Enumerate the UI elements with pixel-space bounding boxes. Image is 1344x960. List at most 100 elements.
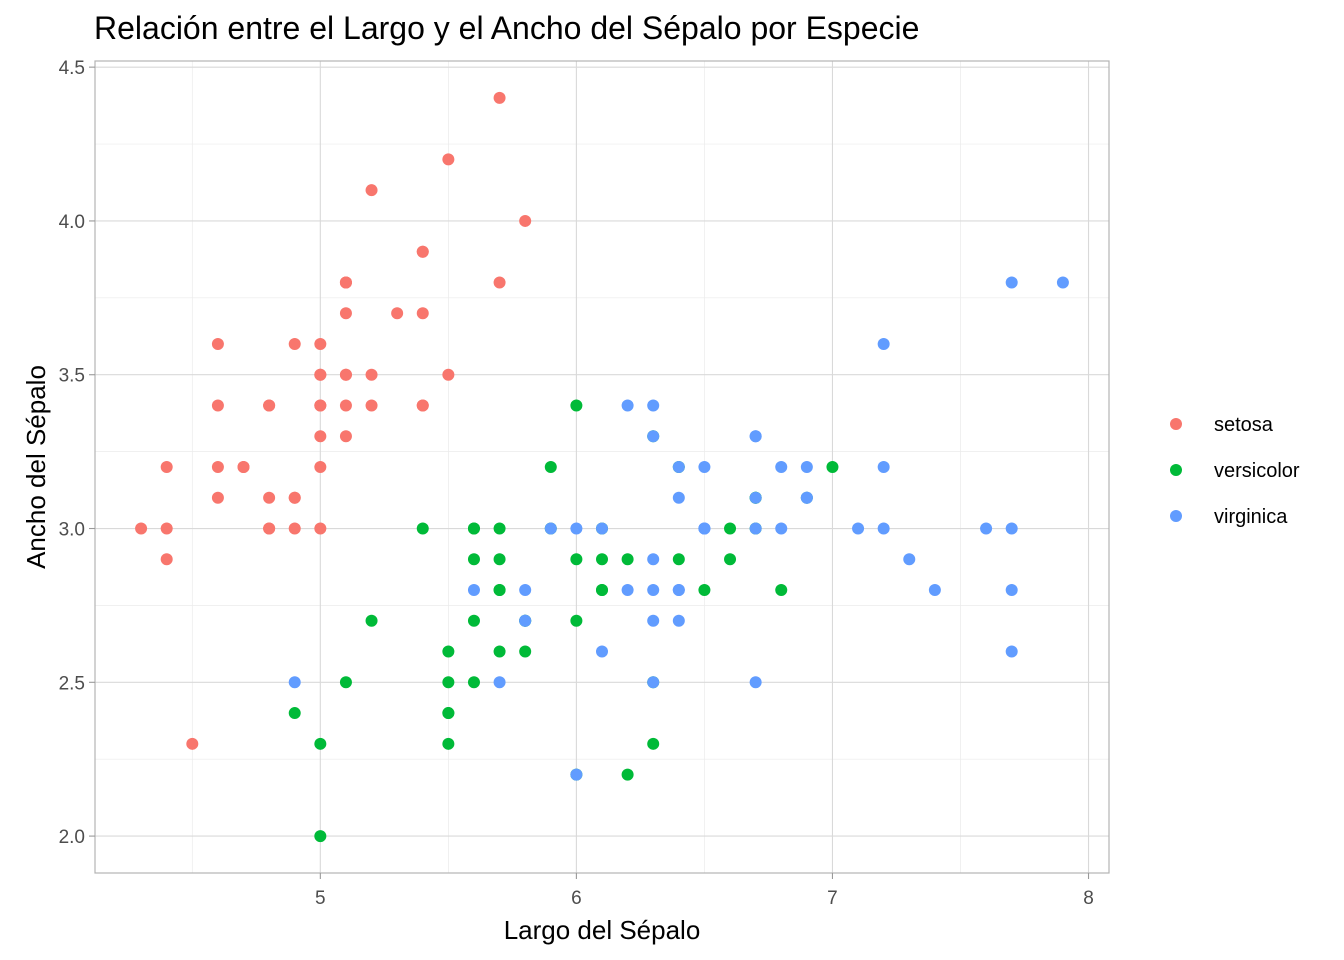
data-point-setosa	[493, 91, 506, 104]
axis-ticks: 5 6 7 8 2.0 2.5 3.0 3.5 4.0 4.5	[59, 58, 1094, 909]
data-point-versicolor	[826, 461, 839, 473]
data-point-virginica	[288, 676, 301, 689]
data-point-versicolor	[596, 584, 608, 597]
data-point-virginica	[570, 522, 583, 535]
data-point-setosa	[339, 399, 352, 412]
data-point-setosa	[416, 307, 429, 320]
grid	[95, 61, 1109, 873]
data-point-virginica	[493, 676, 506, 689]
plot-panel	[94, 60, 1110, 874]
data-point-virginica	[928, 584, 941, 597]
data-point-versicolor	[493, 522, 506, 535]
y-tick-label: 4.0	[59, 212, 85, 233]
data-point-setosa	[339, 307, 352, 320]
data-point-virginica	[467, 584, 480, 597]
data-point-versicolor	[339, 676, 352, 689]
data-point-setosa	[442, 153, 455, 166]
data-point-virginica	[596, 522, 608, 535]
data-point-virginica	[698, 522, 711, 535]
legend-label-versicolor: versicolor	[1214, 460, 1300, 482]
data-point-virginica	[647, 614, 660, 627]
data-point-versicolor	[570, 614, 583, 627]
data-point-virginica	[800, 491, 813, 504]
x-tick-label: 6	[571, 888, 582, 909]
data-point-virginica	[749, 676, 762, 689]
y-axis-title: Ancho del Sépalo	[21, 365, 51, 569]
data-point-setosa	[211, 461, 224, 473]
data-point-versicolor	[442, 707, 455, 720]
data-point-setosa	[339, 276, 352, 289]
data-point-setosa	[263, 399, 276, 412]
data-point-virginica	[877, 522, 890, 535]
data-point-virginica	[544, 522, 557, 535]
data-point-setosa	[314, 430, 327, 443]
data-point-virginica	[775, 522, 788, 535]
data-point-setosa	[442, 368, 455, 381]
data-point-setosa	[160, 461, 173, 473]
data-point-setosa	[211, 399, 224, 412]
data-point-setosa	[314, 337, 327, 350]
data-point-setosa	[365, 368, 378, 381]
data-point-setosa	[288, 337, 301, 350]
data-point-versicolor	[724, 522, 737, 535]
data-point-setosa	[314, 399, 327, 412]
data-point-virginica	[1056, 276, 1069, 289]
data-point-versicolor	[570, 399, 583, 412]
data-point-virginica	[1005, 522, 1018, 535]
y-tick-label: 3.5	[59, 366, 85, 387]
data-point-virginica	[749, 430, 762, 443]
data-point-virginica	[1005, 584, 1018, 597]
data-point-virginica	[980, 522, 993, 535]
y-tick-label: 2.5	[59, 673, 85, 694]
data-point-virginica	[647, 430, 660, 443]
data-point-versicolor	[621, 768, 634, 781]
data-point-versicolor	[621, 553, 634, 566]
data-point-virginica	[852, 522, 865, 535]
data-point-setosa	[493, 276, 506, 289]
data-point-versicolor	[724, 553, 737, 566]
data-point-setosa	[288, 491, 301, 504]
data-point-versicolor	[698, 584, 711, 597]
y-tick-label: 2.0	[59, 827, 85, 848]
data-point-virginica	[519, 614, 532, 627]
data-point-versicolor	[570, 553, 583, 566]
data-point-virginica	[775, 461, 788, 473]
data-point-setosa	[339, 430, 352, 443]
data-point-setosa	[237, 461, 250, 473]
data-point-setosa	[160, 553, 173, 566]
legend-label-virginica: virginica	[1214, 506, 1288, 528]
data-point-versicolor	[519, 645, 532, 658]
data-point-virginica	[877, 337, 890, 350]
data-point-virginica	[647, 584, 660, 597]
data-point-setosa	[365, 399, 378, 412]
data-point-virginica	[672, 491, 685, 504]
y-tick-label: 4.5	[59, 58, 85, 79]
data-point-versicolor	[493, 553, 506, 566]
data-point-versicolor	[442, 737, 455, 750]
data-point-setosa	[314, 522, 327, 535]
data-point-setosa	[416, 245, 429, 258]
data-point-setosa	[314, 368, 327, 381]
data-point-virginica	[672, 584, 685, 597]
data-point-virginica	[621, 584, 634, 597]
data-point-setosa	[160, 522, 173, 535]
data-point-versicolor	[672, 553, 685, 566]
data-point-setosa	[339, 368, 352, 381]
data-point-versicolor	[288, 707, 301, 720]
data-point-versicolor	[442, 645, 455, 658]
x-tick-label: 5	[315, 888, 326, 909]
data-point-virginica	[877, 461, 890, 473]
legend-key-versicolor	[1170, 464, 1182, 476]
legend-label-setosa: setosa	[1214, 414, 1274, 436]
data-point-versicolor	[647, 737, 660, 750]
data-point-versicolor	[442, 676, 455, 689]
data-point-setosa	[135, 522, 148, 535]
data-point-virginica	[647, 676, 660, 689]
data-point-setosa	[186, 737, 199, 750]
data-points	[135, 91, 1069, 843]
data-point-virginica	[672, 614, 685, 627]
data-point-virginica	[647, 553, 660, 566]
data-point-virginica	[1005, 645, 1018, 658]
data-point-setosa	[211, 491, 224, 504]
